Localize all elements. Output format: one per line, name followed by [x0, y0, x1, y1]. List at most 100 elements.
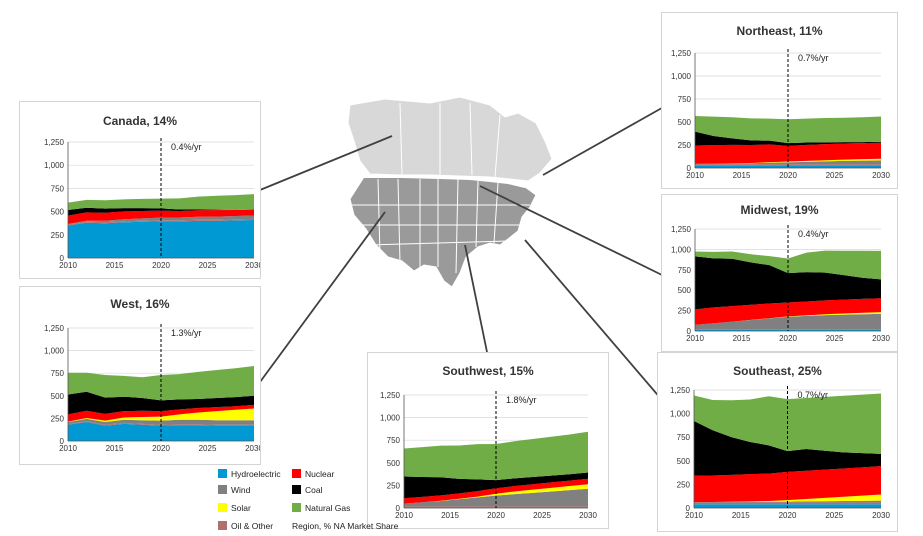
- y-tick-label: 750: [51, 184, 65, 193]
- y-tick-label: 750: [678, 95, 692, 104]
- panel-northeast: Northeast, 11% 0 250 500 750 1,000 1,250 2010 2…: [661, 12, 898, 189]
- x-tick-label: 2030: [245, 444, 260, 453]
- x-tick-label: 2025: [825, 511, 843, 520]
- area-series-coal: [694, 420, 881, 476]
- x-tick-label: 2010: [686, 334, 704, 343]
- area-series-wind: [695, 160, 881, 165]
- y-tick-label: 750: [678, 266, 692, 275]
- legend-swatch: [218, 469, 227, 478]
- chart-title: West, 16%: [110, 297, 170, 311]
- x-tick-label: 2025: [533, 511, 551, 520]
- legend-label: Hydroelectric: [231, 469, 281, 479]
- growth-rate-annotation: 0.7%/yr: [798, 390, 829, 400]
- y-tick-label: 1,250: [670, 386, 691, 395]
- y-tick-label: 1,000: [44, 347, 65, 356]
- legend-label: Nuclear: [305, 469, 335, 479]
- area-series-oil-other: [68, 421, 254, 426]
- x-tick-label: 2010: [685, 511, 703, 520]
- connector-northeast: [542, 99, 677, 176]
- x-tick-label: 2030: [579, 511, 597, 520]
- chart-canada: 0 250 500 750 1,000 1,250 2010 2015 2020 2025 203 0…: [44, 138, 260, 270]
- y-tick-label: 0: [396, 504, 401, 513]
- y-tick-label: 0: [60, 254, 65, 263]
- legend-item-coal: Coal: [292, 484, 322, 496]
- x-tick-label: 2025: [199, 261, 217, 270]
- y-tick-label: 1,250: [671, 225, 692, 234]
- chart-title: Midwest, 19%: [740, 203, 819, 217]
- y-tick-label: 1,000: [671, 72, 692, 81]
- y-tick-label: 500: [678, 286, 692, 295]
- legend-swatch: [218, 503, 227, 512]
- x-tick-label: 2010: [686, 171, 704, 180]
- y-tick-label: 1,250: [44, 324, 65, 333]
- area-series-nuclear: [68, 404, 254, 422]
- area-series-nuclear: [695, 142, 881, 164]
- chart-title: Southwest, 15%: [442, 364, 534, 378]
- panel-west: West, 16% 0 250 500 750 1,000 1,250 2010 2015 20…: [19, 286, 261, 465]
- chart-southeast: 0 250 500 750 1,000 1,250 2010 2015 2020 2025 2030…: [670, 386, 890, 520]
- y-tick-label: 1,000: [670, 410, 691, 419]
- chart-title: Canada, 14%: [102, 114, 178, 128]
- legend-item-nuclear: Nuclear: [292, 468, 334, 480]
- chart-northeast: 0 250 500 750 1,000 1,250 2010 2015 2020 2025 2030…: [671, 49, 890, 180]
- y-tick-label: 250: [678, 141, 692, 150]
- y-tick-label: 750: [387, 436, 401, 445]
- legend: Hydroelectric Nuclear Wind Coal Solar Na…: [218, 468, 438, 534]
- growth-rate-annotation: 0.4%/yr: [798, 229, 829, 239]
- x-tick-label: 2020: [487, 511, 505, 520]
- y-tick-label: 1,000: [671, 245, 692, 254]
- panel-canada: Canada, 14% 0 250 500 750 1,000 1,250 2010 2015…: [19, 101, 261, 279]
- x-tick-label: 2030: [872, 171, 890, 180]
- legend-item-wind: Wind: [218, 484, 250, 496]
- y-tick-label: 1,000: [44, 161, 65, 170]
- panel-southeast: Southeast, 25% 0 250 500 750 1,000 1,250 2010 2…: [657, 352, 898, 532]
- y-tick-label: 250: [51, 231, 65, 240]
- legend-swatch: [292, 485, 301, 494]
- x-tick-label: 2020: [152, 261, 170, 270]
- legend-item-solar: Solar: [218, 502, 251, 514]
- area-series-natural-gas: [68, 194, 254, 211]
- growth-rate-annotation: 0.7%/yr: [798, 53, 829, 63]
- x-tick-label: 2030: [872, 511, 890, 520]
- legend-label: Coal: [305, 485, 323, 495]
- legend-note: Region, % NA Market Share: [292, 520, 398, 532]
- area-series-solar: [694, 494, 881, 503]
- y-tick-label: 500: [677, 457, 691, 466]
- x-tick-label: 2025: [826, 334, 844, 343]
- area-series-coal: [68, 207, 254, 216]
- north-america-map: [347, 96, 553, 288]
- y-tick-label: 1,000: [380, 414, 401, 423]
- chart-title: Northeast, 11%: [736, 24, 823, 38]
- y-tick-label: 0: [60, 437, 65, 446]
- legend-label: Solar: [231, 503, 251, 513]
- legend-swatch: [292, 469, 301, 478]
- x-tick-label: 2015: [733, 334, 751, 343]
- panel-southwest: Southwest, 15% 0 250 500 750 1,000 1,250 2010 2…: [367, 352, 609, 529]
- x-tick-label: 2025: [826, 171, 844, 180]
- area-series-coal: [404, 472, 588, 499]
- chart-midwest: 0 250 500 750 1,000 1,250 2010 2015 2020 2025 2030…: [671, 225, 890, 343]
- legend-label: Natural Gas: [305, 503, 351, 513]
- area-series-nuclear: [68, 209, 254, 224]
- legend-label: Oil & Other: [231, 521, 274, 531]
- legend-item-oil-other: Oil & Other: [218, 520, 273, 532]
- y-tick-label: 0: [687, 327, 692, 336]
- area-series-natural-gas: [68, 365, 254, 401]
- growth-rate-annotation: 1.3%/yr: [171, 328, 202, 338]
- area-series-solar: [68, 408, 254, 423]
- y-tick-label: 500: [387, 459, 401, 468]
- y-tick-label: 500: [51, 392, 65, 401]
- x-tick-label: 2020: [779, 171, 797, 180]
- y-tick-label: 750: [51, 369, 65, 378]
- map-canada: [347, 96, 553, 182]
- x-tick-label: 2020: [779, 511, 797, 520]
- legend-label: Wind: [231, 485, 251, 495]
- panel-midwest: Midwest, 19% 0 250 500 750 1,000 1,250 2010 201…: [661, 194, 898, 352]
- chart-west: 0 250 500 750 1,000 1,250 2010 2015 2020 2025 2030…: [44, 324, 260, 453]
- y-tick-label: 1,250: [671, 49, 692, 58]
- x-tick-label: 2015: [733, 171, 751, 180]
- x-tick-label: 2025: [199, 444, 217, 453]
- area-series-nuclear: [694, 466, 881, 503]
- legend-item-hydroelectric: Hydroelectric: [218, 468, 281, 480]
- growth-rate-annotation: 0.4%/yr: [171, 142, 202, 152]
